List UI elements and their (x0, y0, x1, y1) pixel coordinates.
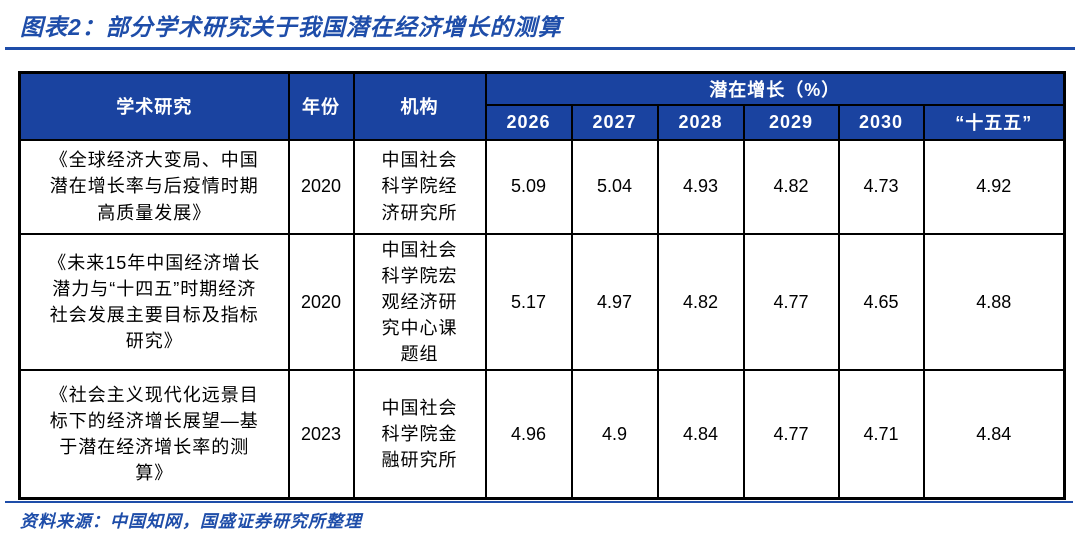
col-header-2029: 2029 (742, 103, 840, 141)
title-divider (5, 47, 1075, 50)
value-2028-cell: 4.82 (656, 232, 745, 371)
institution-cell: 中国社会科学院宏观经济研究中心课题组 (352, 232, 487, 371)
study-title-cell: 《全球经济大变局、中国潜在增长率与后疫情时期高质量发展》 (18, 138, 290, 235)
source-note: 资料来源：中国知网，国盛证券研究所整理 (20, 512, 362, 531)
institution-cell: 中国社会科学院金融研究所 (352, 368, 487, 500)
value-2030-cell: 4.73 (837, 138, 925, 235)
value-2026-cell: 5.09 (484, 138, 573, 235)
source-divider (5, 501, 1073, 503)
table-row: 《全球经济大变局、中国潜在增长率与后疫情时期高质量发展》 2020 中国社会科学… (18, 138, 1066, 235)
col-header-potential-growth-group: 潜在增长（%） (484, 71, 1066, 106)
value-15th-plan-cell: 4.88 (922, 232, 1066, 371)
table-row: 《社会主义现代化远景目标下的经济增长展望—基于潜在经济增长率的测算》 2023 … (18, 368, 1066, 500)
table-row: 《未来15年中国经济增长潜力与“十四五”时期经济社会发展主要目标及指标研究》 2… (18, 232, 1066, 371)
header-row-years: 2026 2027 2028 2029 2030 “十五五” (20, 103, 1066, 141)
year-cell: 2023 (287, 368, 355, 500)
year-cell: 2020 (287, 138, 355, 235)
value-2029-cell: 4.77 (742, 232, 840, 371)
col-header-2028: 2028 (656, 103, 745, 141)
value-2027-cell: 5.04 (570, 138, 659, 235)
value-15th-plan-cell: 4.92 (922, 138, 1066, 235)
value-2026-cell: 4.96 (484, 368, 573, 500)
year-cell: 2020 (287, 232, 355, 371)
institution-cell: 中国社会科学院经济研究所 (352, 138, 487, 235)
study-title-cell: 《未来15年中国经济增长潜力与“十四五”时期经济社会发展主要目标及指标研究》 (18, 232, 290, 371)
value-2029-cell: 4.77 (742, 368, 840, 500)
value-2026-cell: 5.17 (484, 232, 573, 371)
figure-title: 图表2：部分学术研究关于我国潜在经济增长的测算 (20, 14, 562, 40)
value-15th-plan-cell: 4.84 (922, 368, 1066, 500)
value-2029-cell: 4.82 (742, 138, 840, 235)
col-header-study: 学术研究 (18, 71, 290, 141)
col-header-2027: 2027 (570, 103, 659, 141)
value-2030-cell: 4.65 (837, 232, 925, 371)
header-row-top: 学术研究 年份 机构 潜在增长（%） (18, 71, 1066, 141)
col-header-2026: 2026 (484, 103, 573, 141)
value-2028-cell: 4.93 (656, 138, 745, 235)
value-2027-cell: 4.9 (570, 368, 659, 500)
col-header-2030: 2030 (837, 103, 925, 141)
value-2027-cell: 4.97 (570, 232, 659, 371)
study-title-cell: 《社会主义现代化远景目标下的经济增长展望—基于潜在经济增长率的测算》 (18, 368, 290, 500)
value-2030-cell: 4.71 (837, 368, 925, 500)
col-header-institution: 机构 (352, 71, 487, 141)
col-header-year: 年份 (287, 71, 355, 141)
value-2028-cell: 4.84 (656, 368, 745, 500)
potential-growth-table: 学术研究 年份 机构 潜在增长（%） 2026 2027 2028 2029 2… (18, 71, 1067, 501)
col-header-15th-plan: “十五五” (922, 103, 1066, 141)
